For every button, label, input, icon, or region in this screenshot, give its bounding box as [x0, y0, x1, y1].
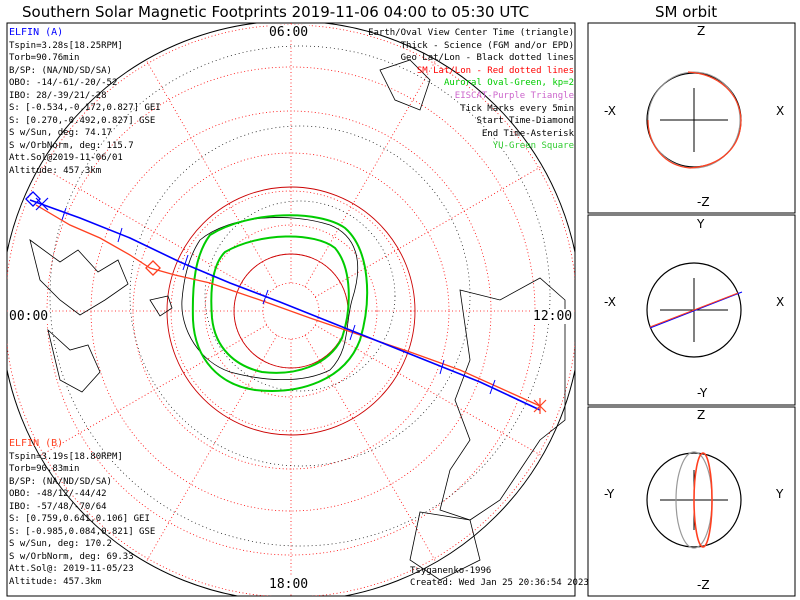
- elfin-b-line: S: [0.759,0.641,0.106] GEI: [9, 514, 150, 524]
- elfin-a-ticks: [61, 207, 496, 395]
- elfin-b-end-asterisk: [533, 398, 547, 414]
- orbit-axis-label: Z: [697, 408, 706, 422]
- orbit-panel-xy-frame: [587, 214, 796, 406]
- sm-mlt-line: [39, 165, 267, 298]
- elfin-b-orbit: [649, 292, 739, 328]
- antarctica-coast: [181, 217, 359, 381]
- land-coast: [409, 511, 481, 581]
- elfin-b-line: S w/OrbNorm, deg: 69.33: [9, 551, 134, 562]
- auroral-oval-inner: [210, 235, 350, 374]
- credit-date: Created: Wed Jan 25 20:36:54 2023: [410, 578, 589, 588]
- elfin-a-line: S: [0.270,-0.492,0.827] GSE: [9, 115, 156, 126]
- elfin-b-line: S w/Sun, deg: 170.2: [9, 539, 112, 549]
- orbit-title: SM orbit: [655, 3, 718, 21]
- legend-item: Earth/Oval View Center Time (triangle): [368, 28, 574, 38]
- legend-item: SM Lat/Lon - Red dotted lines: [416, 65, 574, 76]
- elfin-b-line: IBO: -57/48/-70/64: [9, 501, 107, 512]
- auroral-oval-outer: [191, 214, 369, 392]
- elfin-a-info: ELFIN (A) Tspin=3.28s[18.25RPM] Torb=90.…: [9, 27, 161, 177]
- mlt-label-top: 06:00: [268, 25, 310, 40]
- elfin-b-start-diamond: [145, 260, 161, 276]
- legend-item: Geo Lat/Lon - Black dotted lines: [400, 53, 574, 64]
- legend-item: Start Time-Diamond: [476, 116, 574, 127]
- elfin-a-track: [29, 199, 541, 411]
- elfin-a-line: Altitude: 457.3km: [9, 165, 102, 176]
- elfin-a-line: IBO: 28/-39/21/-28: [9, 90, 107, 101]
- orbit-axis-label: Z: [697, 24, 706, 38]
- orbit-panel-xz-frame: [587, 22, 796, 214]
- elfin-b-line: Att.Sol@: 2019-11-05/23: [9, 564, 134, 574]
- island-coast: [149, 295, 173, 317]
- elfin-b-orbit: [693, 452, 713, 548]
- elfin-b-orbit: [687, 71, 742, 169]
- earth-outline: [646, 262, 742, 358]
- legend-item: Tick Marks every 5min: [460, 103, 574, 114]
- elfin-a-line: Torb=90.76min: [9, 53, 80, 63]
- geo-grid: [49, 45, 551, 547]
- auroral-oval: [191, 214, 369, 392]
- elfin-b-line: Tspin=3.19s[18.80RPM]: [9, 451, 123, 462]
- elfin-a-orbit: [649, 291, 743, 329]
- sm-mlt-line: [39, 324, 267, 457]
- orbit-axis-label: Y: [697, 217, 705, 231]
- elfin-b-line: Torb=90.83min: [9, 464, 80, 474]
- elfin-b-header: ELFIN (B): [9, 438, 64, 449]
- elfin-a-start-asterisk: [35, 197, 49, 211]
- legend-item: Thick - Science (FGM and/or EPD): [400, 40, 574, 51]
- orbit-panels: [646, 71, 743, 549]
- elfin-b-info: ELFIN (B) Tspin=3.19s[18.80RPM] Torb=90.…: [9, 438, 155, 588]
- orbit-axis-label: Y: [776, 487, 784, 501]
- legend-item: Auroral Oval-Green, kp=2: [443, 78, 574, 89]
- elfin-a-start-diamond: [25, 191, 41, 207]
- mlt-label-left: 00:00: [8, 309, 50, 324]
- legend-item: EISCAT-Purple Triangle: [454, 90, 574, 101]
- elfin-b-line: S: [-0.985,0.084,0.821] GSE: [9, 526, 156, 537]
- credit-model: Tsyganenko-1996: [410, 566, 492, 576]
- sm-mlt-line: [315, 324, 543, 457]
- orbit-axis-label: -X: [604, 104, 616, 118]
- orbit-panel-yz-frame: [587, 406, 796, 597]
- elfin-a-line: B/SP: (NA/ND/SD/SA): [9, 65, 112, 76]
- sm-lat-circle: [204, 224, 378, 398]
- elfin-a-line: S w/OrbNorm, deg: 115.7: [9, 140, 134, 151]
- geo-lat-circle: [49, 45, 551, 547]
- coastlines: [29, 59, 566, 581]
- elfin-a-line: S: [-0.534,-0.172,0.827] GEI: [9, 103, 161, 113]
- orbit-axis-label: X: [776, 104, 785, 118]
- land-coast: [379, 59, 431, 111]
- orbit-axis-label: X: [776, 295, 785, 309]
- main-title: Southern Solar Magnetic Footprints 2019-…: [22, 3, 530, 21]
- orbit-axis-label: -X: [604, 295, 616, 309]
- elfin-a-header: ELFIN (A): [9, 27, 64, 38]
- elfin-a-line: OBO: -14/-61/-20/-52: [9, 78, 118, 88]
- legend-item: YU-Green Square: [492, 141, 574, 152]
- south-america-coast: [29, 239, 129, 316]
- africa-coast: [439, 277, 566, 521]
- geo-lat-circle: [204, 200, 396, 392]
- orbit-axis-label: -Y: [604, 487, 615, 501]
- sm-mlt-line: [145, 59, 278, 287]
- orbit-axis-label: -Z: [697, 195, 710, 209]
- orbit-axis-label: -Y: [697, 386, 708, 400]
- earth-outline: [646, 452, 742, 548]
- elfin-a-line: Tspin=3.28s[18.25RPM]: [9, 40, 123, 51]
- elfin-b-line: OBO: -48/12/-44/42: [9, 489, 107, 499]
- mlt-label-right: 12:00: [532, 309, 574, 324]
- elfin-b-line: Altitude: 457.3km: [9, 576, 102, 587]
- legend: Earth/Oval View Center Time (triangle) T…: [368, 27, 574, 153]
- geo-lat-circle: [129, 125, 471, 467]
- elfin-a-line: S w/Sun, deg: 74.17: [9, 128, 112, 138]
- legend-item: End Time-Asterisk: [481, 128, 574, 139]
- elfin-a-line: Att.Sol@2019-11-06/01: [9, 153, 123, 163]
- elfin-b-track: [35, 204, 541, 407]
- land-coast: [47, 328, 101, 393]
- orbit-axis-label: -Z: [697, 578, 710, 592]
- mlt-label-bottom: 18:00: [268, 577, 310, 592]
- elfin-b-line: B/SP: (NA/ND/SD/SA): [9, 476, 112, 487]
